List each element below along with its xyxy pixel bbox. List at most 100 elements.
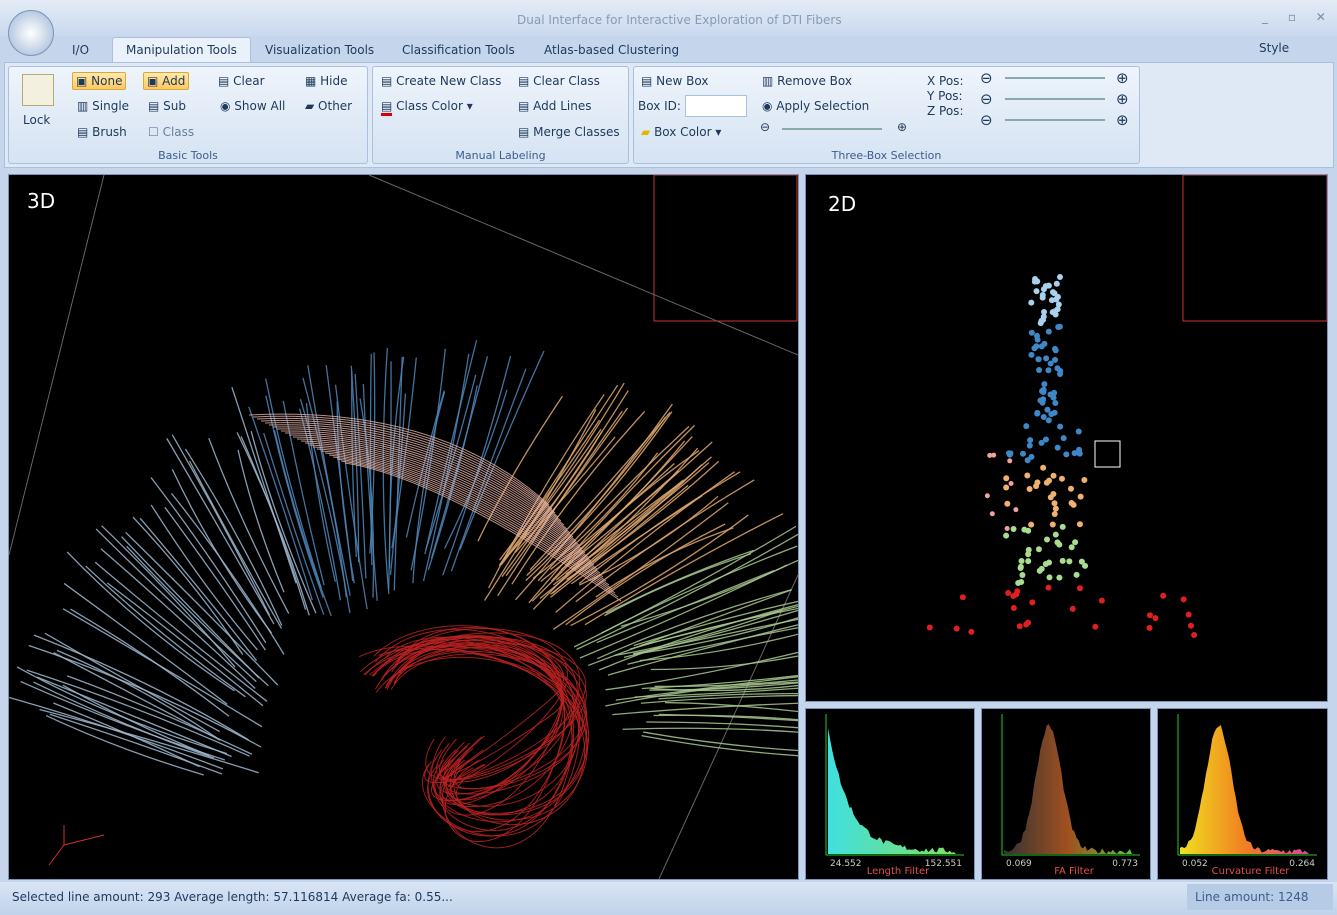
tab[interactable]: Visualization Tools bbox=[265, 43, 375, 57]
fiber bbox=[95, 528, 257, 683]
point bbox=[1038, 439, 1045, 446]
button[interactable]: ◉ Show All bbox=[220, 99, 286, 113]
point bbox=[1047, 494, 1054, 501]
point bbox=[1078, 558, 1085, 565]
fiber bbox=[265, 395, 324, 598]
button[interactable]: ▣ None bbox=[72, 72, 127, 90]
fiber bbox=[503, 430, 603, 560]
button[interactable]: Lock bbox=[23, 113, 51, 127]
button[interactable]: ▤ Sub bbox=[148, 99, 186, 113]
button[interactable]: ▤ Class Color ▾ bbox=[381, 99, 473, 116]
histogram[interactable]: 0.069 0.773 FA Filter bbox=[981, 708, 1151, 880]
fiber bbox=[364, 636, 564, 780]
point bbox=[1051, 510, 1058, 517]
fiber bbox=[629, 607, 798, 650]
point bbox=[1038, 565, 1045, 572]
fiber bbox=[390, 653, 586, 790]
button[interactable]: ▰ Box Color ▾ bbox=[641, 125, 722, 139]
point bbox=[1037, 320, 1044, 327]
point bbox=[1003, 532, 1010, 539]
fiber bbox=[94, 561, 268, 702]
fiber bbox=[641, 674, 798, 690]
tab[interactable]: I/O bbox=[72, 43, 90, 57]
app-button[interactable] bbox=[8, 10, 54, 56]
selection-box bbox=[1094, 440, 1121, 468]
button[interactable]: ▤ New Box bbox=[641, 74, 709, 88]
slider-plus[interactable]: ⊕ bbox=[1116, 111, 1129, 129]
button[interactable]: ▤ Merge Classes bbox=[518, 125, 620, 139]
slider-plus[interactable]: ⊕ bbox=[1116, 69, 1129, 87]
fiber bbox=[477, 395, 563, 542]
window-controls[interactable]: _ ▫ ✕ bbox=[1262, 10, 1334, 24]
fiber bbox=[649, 682, 798, 691]
button[interactable]: ◉ Apply Selection bbox=[762, 99, 870, 113]
slider[interactable] bbox=[782, 128, 882, 130]
tab[interactable]: Classification Tools bbox=[402, 43, 515, 57]
button[interactable]: ▤ Brush bbox=[77, 125, 127, 139]
point bbox=[1017, 563, 1024, 570]
button[interactable]: ▣ Add bbox=[143, 72, 190, 90]
slider-minus[interactable]: ⊖ bbox=[760, 120, 771, 134]
fiber bbox=[296, 438, 586, 554]
point bbox=[1068, 499, 1075, 506]
button-text: Box Color bbox=[654, 125, 712, 139]
point bbox=[1063, 451, 1070, 458]
fiber bbox=[332, 456, 613, 590]
slider-plus[interactable]: ⊕ bbox=[1116, 90, 1129, 108]
box-id-dropdown[interactable] bbox=[685, 95, 747, 117]
point bbox=[1028, 453, 1035, 460]
button[interactable]: ▤ Clear bbox=[218, 74, 265, 88]
slider[interactable] bbox=[1005, 119, 1105, 121]
view-2d[interactable]: 2D bbox=[805, 174, 1328, 702]
fiber bbox=[525, 411, 673, 582]
button[interactable]: ▤ Clear Class bbox=[518, 74, 600, 88]
fiber bbox=[612, 702, 798, 716]
point bbox=[1056, 323, 1063, 330]
fiber bbox=[623, 609, 798, 659]
button[interactable]: ▥ Remove Box bbox=[762, 74, 852, 88]
slider-minus[interactable]: ⊖ bbox=[980, 111, 993, 129]
point bbox=[1005, 590, 1012, 597]
point bbox=[1057, 368, 1064, 375]
point bbox=[1069, 605, 1076, 612]
point bbox=[1076, 585, 1083, 592]
point bbox=[984, 493, 990, 499]
fiber bbox=[498, 384, 619, 567]
field-label: Box ID: bbox=[638, 99, 681, 113]
fiber bbox=[555, 481, 683, 581]
point bbox=[1060, 435, 1067, 442]
checkbox[interactable]: ☐ Class bbox=[148, 125, 195, 139]
point bbox=[1058, 475, 1065, 482]
button[interactable]: ▤ Create New Class bbox=[381, 74, 502, 88]
slider-minus[interactable]: ⊖ bbox=[980, 69, 993, 87]
slider[interactable] bbox=[1005, 98, 1105, 100]
fiber bbox=[268, 424, 565, 526]
slider-plus[interactable]: ⊕ bbox=[897, 120, 908, 134]
point bbox=[1034, 278, 1041, 285]
tab-active[interactable]: Manipulation Tools bbox=[112, 37, 251, 62]
slider-minus[interactable]: ⊖ bbox=[980, 90, 993, 108]
fiber bbox=[272, 426, 568, 530]
style-menu[interactable]: Style bbox=[1259, 41, 1290, 55]
tab[interactable]: Atlas-based Clustering bbox=[544, 43, 680, 57]
point bbox=[991, 452, 997, 458]
fiber bbox=[382, 348, 390, 595]
button[interactable]: ▰ Other bbox=[305, 99, 353, 113]
point bbox=[1180, 596, 1187, 603]
button[interactable]: ▤ Add Lines bbox=[518, 99, 592, 113]
point bbox=[1075, 446, 1082, 453]
point bbox=[1045, 328, 1052, 335]
point bbox=[1033, 332, 1040, 339]
button[interactable]: ▥ Single bbox=[77, 99, 130, 113]
axes bbox=[1177, 714, 1317, 856]
fiber bbox=[620, 559, 798, 627]
view-3d[interactable]: 3D bbox=[8, 174, 799, 880]
point bbox=[1040, 464, 1047, 471]
fiber bbox=[26, 669, 250, 757]
button[interactable]: ▦ Hide bbox=[305, 74, 348, 88]
button-text: None bbox=[91, 74, 123, 88]
fiber bbox=[576, 533, 798, 650]
slider[interactable] bbox=[1005, 77, 1105, 79]
